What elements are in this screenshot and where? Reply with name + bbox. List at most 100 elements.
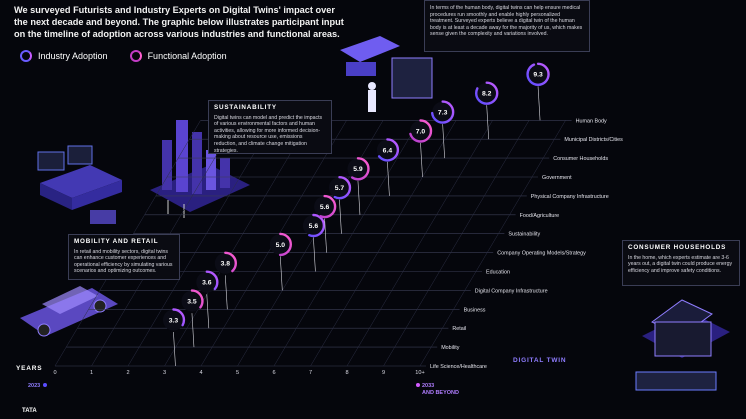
data-point-bg: [410, 120, 431, 142]
category-label: Mobility: [441, 345, 460, 351]
legend-functional: Functional Adoption: [129, 50, 227, 62]
data-point-label: 3.6: [202, 280, 212, 287]
sustainability-title: SUSTAINABILITY: [214, 104, 277, 111]
data-point-label: 8.2: [482, 91, 492, 98]
human-body-callout: In terms of the human body, digital twin…: [424, 0, 590, 52]
category-label: Municipal Districts/Cities: [564, 137, 623, 143]
grid-column: [127, 120, 274, 367]
x-tick-label: 7: [309, 370, 312, 376]
category-label: Life Science/Healthcare: [430, 364, 487, 370]
data-point-label: 3.8: [221, 261, 231, 268]
data-point-stem: [486, 105, 489, 140]
sustainability-text: Digital twins can model and predict the …: [214, 114, 323, 154]
data-point-bg: [328, 177, 350, 199]
consumer-text: In the home, which experts estimate are …: [628, 254, 733, 274]
data-point-stem: [280, 256, 283, 291]
grid-column: [346, 120, 493, 367]
data-point-ring: [430, 100, 455, 124]
data-point-label: 5.7: [335, 185, 345, 192]
data-point-bg: [376, 139, 398, 161]
data-point-bg: [347, 158, 369, 180]
data-points: 3.3 3.5 3.6 3.8 5.0 5.6 5.6 5.7 5.9 6.4 7.0 7.3 8.2 9…: [161, 62, 550, 367]
grid-column: [383, 120, 530, 367]
data-point-ring: [327, 175, 352, 200]
year-end-sub: AND BEYOND: [422, 390, 459, 396]
category-label: Government: [542, 175, 572, 181]
data-point-label: 5.6: [309, 223, 319, 230]
data-point-stem: [206, 294, 210, 329]
data-point-ring: [375, 138, 400, 162]
data-point-ring: [161, 308, 186, 332]
consumer-title: CONSUMER HOUSEHOLDS: [628, 244, 727, 251]
data-point-bg: [269, 233, 291, 255]
data-point-bg: [196, 271, 218, 293]
data-point-label: 5.0: [276, 242, 286, 249]
category-label: Sustainability: [508, 232, 540, 238]
category-labels: Life Science/Healthcare Mobility Retail Bus…: [430, 118, 623, 370]
x-tick-label: 0: [53, 370, 56, 376]
timeline-end-dot: [416, 383, 420, 387]
data-point-stem: [387, 161, 390, 196]
consumer-callout: CONSUMER HOUSEHOLDS In the home, which e…: [622, 240, 740, 286]
x-axis-ticks: 0 1 2 3 4 5 6 7 8 9 10+: [53, 370, 424, 376]
data-point-bg: [527, 63, 549, 85]
data-point-ring: [301, 213, 326, 238]
data-point-bg: [162, 309, 184, 331]
digital-twin-label: DIGITAL TWIN: [513, 357, 566, 364]
x-tick-label: 2: [126, 370, 129, 376]
data-point-stem: [173, 331, 176, 367]
functional-ring-icon: [129, 50, 142, 62]
year-end: 2033: [422, 383, 434, 389]
mobility-text: In retail and mobility sectors, digital …: [74, 248, 173, 275]
x-tick-label: 3: [163, 370, 166, 376]
category-label: Business: [464, 307, 486, 313]
data-point-ring: [180, 289, 204, 313]
data-point-stem: [339, 199, 342, 234]
data-point-ring: [268, 232, 292, 257]
timeline-start-dot: [43, 383, 47, 387]
lab-illustration: [340, 36, 433, 112]
data-point-label: 3.5: [187, 299, 197, 306]
x-tick-label: 9: [382, 370, 385, 376]
category-label: Education: [486, 270, 510, 276]
car-illustration: [20, 286, 118, 337]
data-point-label: 7.3: [438, 110, 448, 117]
data-point-bg: [432, 101, 454, 123]
x-tick-label: 6: [272, 370, 275, 376]
grid-column: [310, 120, 457, 367]
data-point-label: 5.6: [320, 204, 330, 211]
data-point-ring: [526, 62, 550, 87]
data-point-label: 7.0: [416, 128, 426, 135]
grid-column: [164, 120, 311, 367]
data-point-stem: [357, 180, 361, 215]
grid-column: [237, 120, 384, 367]
data-point-ring: [312, 194, 337, 219]
data-point-stem: [537, 86, 541, 121]
data-point-bg: [302, 215, 324, 236]
legend-industry: Industry Adoption: [20, 50, 108, 62]
house-illustration: [635, 299, 730, 391]
mobility-title: MOBILITY AND RETAIL: [74, 238, 159, 245]
human-body-text: In terms of the human body, digital twin…: [430, 5, 583, 38]
data-point-label: 3.3: [169, 317, 179, 324]
data-point-stem: [191, 313, 195, 348]
data-point-ring: [195, 270, 219, 294]
data-point-stem: [442, 124, 445, 159]
grid-column: [273, 120, 420, 367]
data-point-stem: [225, 275, 228, 310]
data-point-ring: [408, 119, 433, 143]
data-point-bg: [476, 82, 498, 104]
data-point-bg: [314, 196, 336, 218]
data-point-stem: [313, 237, 316, 272]
x-tick-label: 5: [236, 370, 239, 376]
x-tick-label: 8: [345, 370, 348, 376]
category-label: Human Body: [576, 118, 607, 124]
legend-functional-label: Functional Adoption: [147, 51, 227, 61]
intro-text: We surveyed Futurists and Industry Exper…: [14, 5, 344, 40]
years-label: YEARS: [16, 365, 42, 372]
x-tick-label: 10+: [415, 370, 425, 376]
category-label: Food/Agriculture: [520, 213, 560, 219]
mobility-callout: MOBILITY AND RETAIL In retail and mobili…: [68, 234, 180, 280]
server-illustration: [37, 145, 122, 224]
